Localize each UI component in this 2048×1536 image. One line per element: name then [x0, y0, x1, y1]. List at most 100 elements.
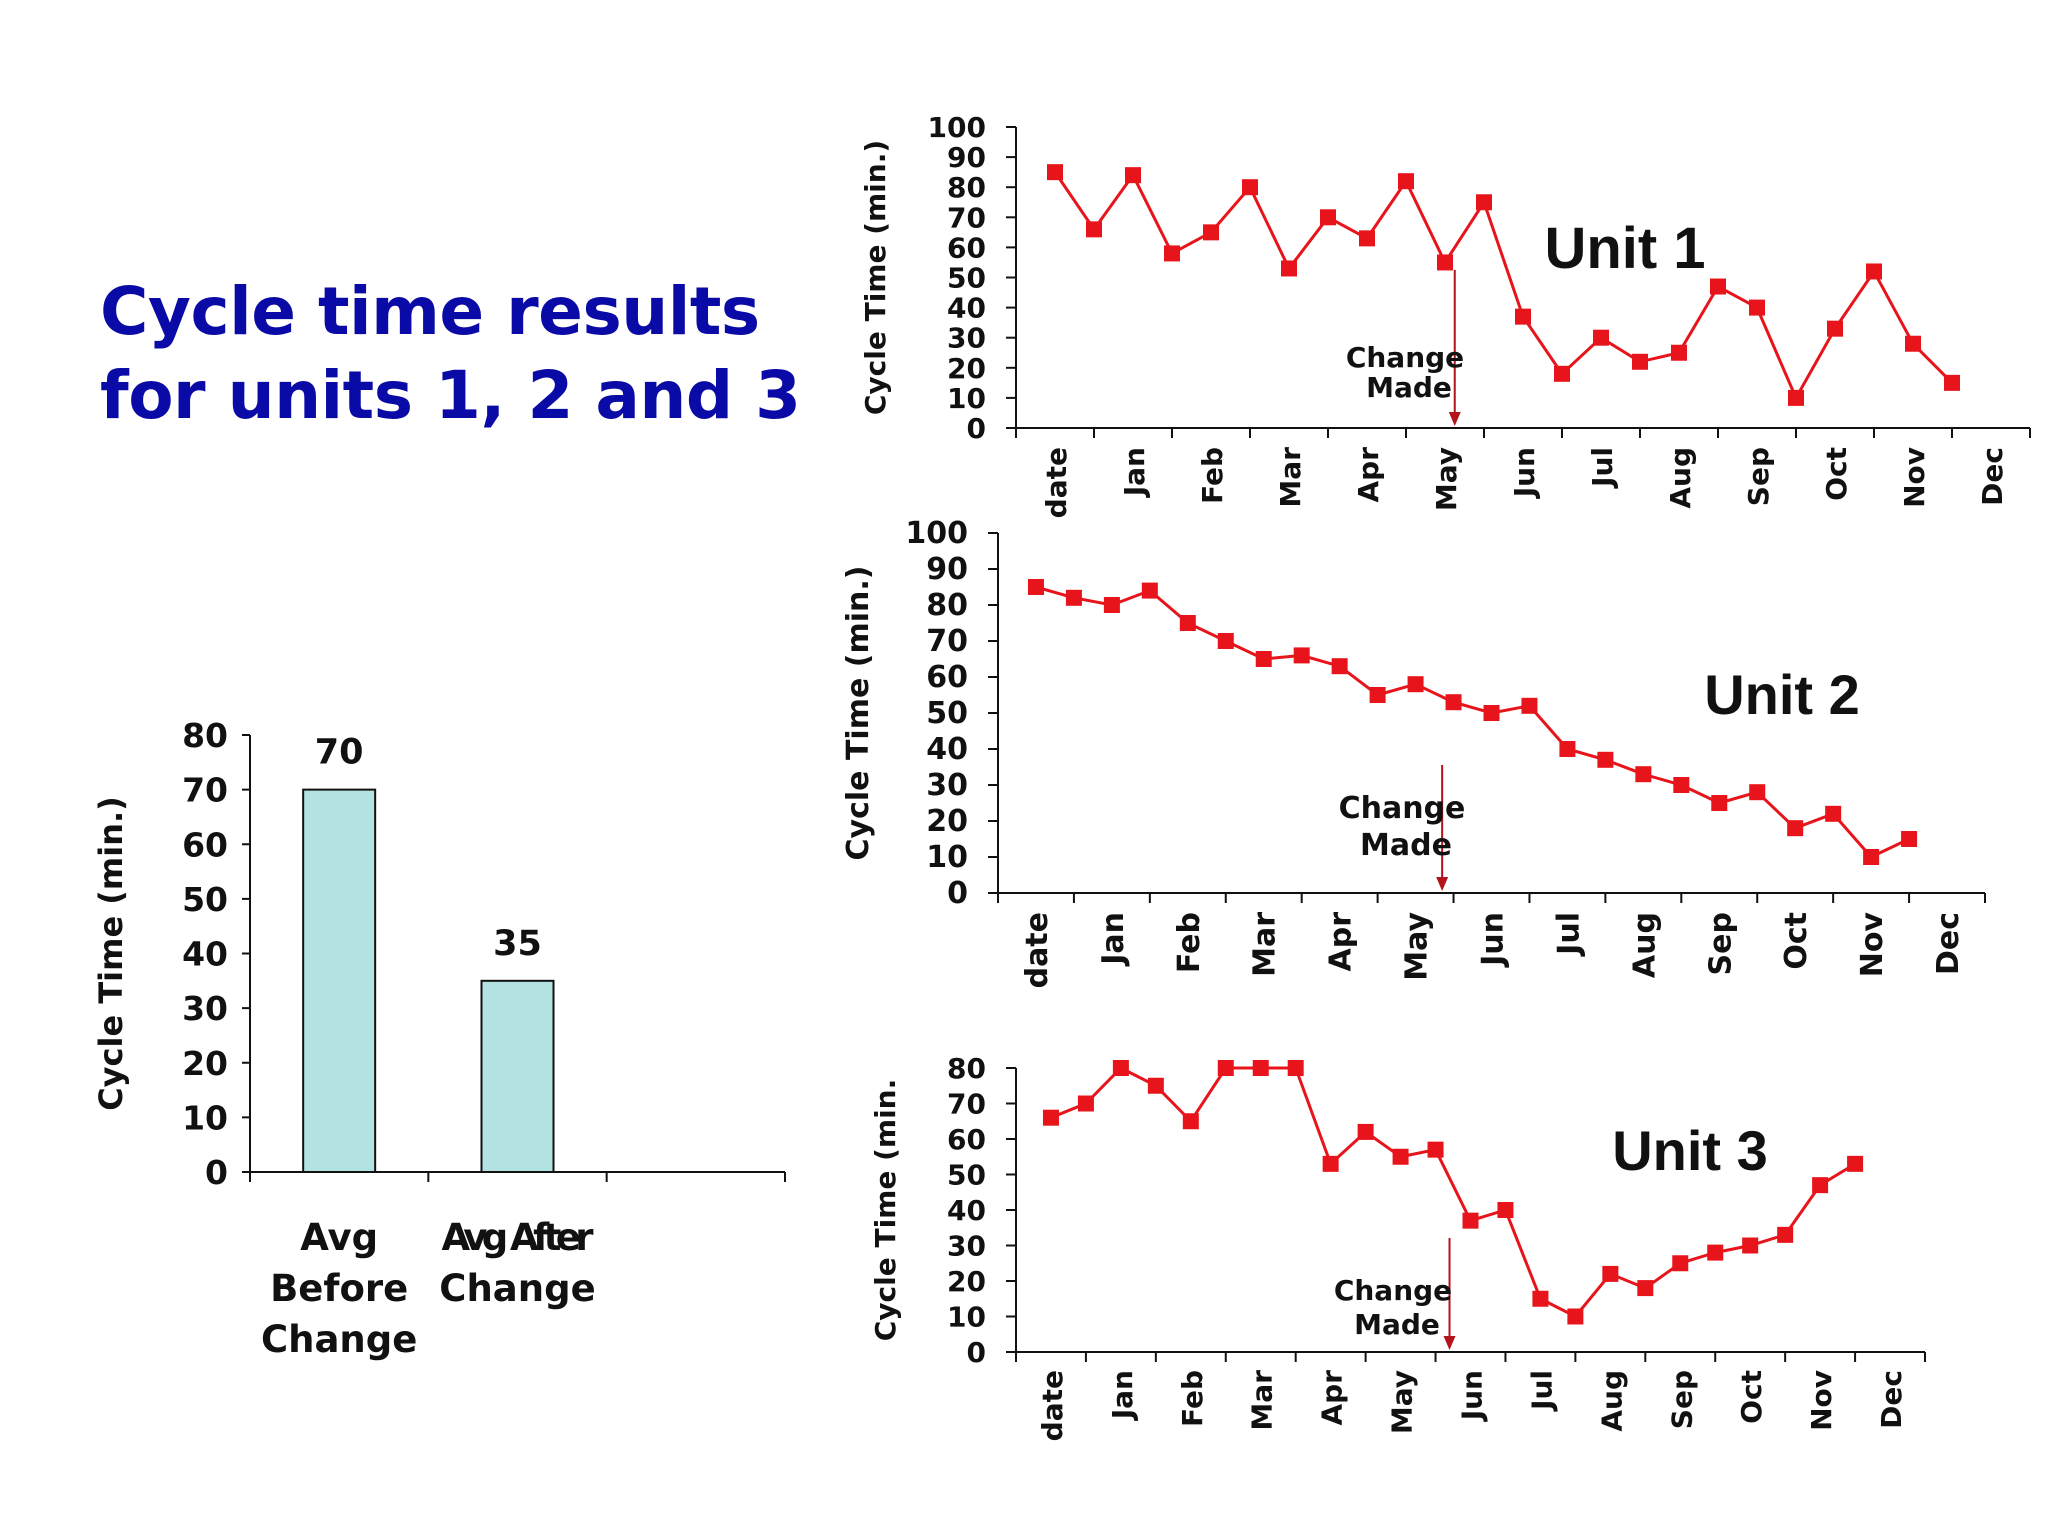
data-point [1827, 320, 1843, 337]
bar-value-label: 35 [493, 924, 542, 964]
y-tick-label: 70 [947, 1088, 986, 1121]
data-point [1322, 1155, 1339, 1172]
bar-category-label: Change [439, 1267, 595, 1310]
y-tick-label: 100 [905, 516, 968, 551]
unit-label: Unit 1 [1544, 216, 1705, 281]
data-point [1255, 651, 1272, 667]
x-tick-label: Aug [1595, 1370, 1628, 1432]
data-point [1847, 1155, 1864, 1172]
data-point [1103, 597, 1120, 613]
x-tick-label: Mar [1248, 912, 1283, 977]
y-tick-label: 50 [926, 696, 968, 731]
data-point [1825, 805, 1842, 822]
bar [302, 788, 377, 1173]
data-point [1637, 1280, 1654, 1297]
y-tick-label: 40 [926, 732, 968, 767]
x-tick-label: Mar [1274, 447, 1307, 508]
data-point [1707, 1244, 1724, 1261]
data-point [1217, 1060, 1234, 1076]
y-tick-label: 50 [947, 1159, 986, 1192]
y-tick-label: 100 [928, 111, 986, 144]
unit-label: Unit 3 [1612, 1119, 1768, 1182]
x-tick-label: Nov [1805, 1370, 1838, 1431]
data-point [1252, 1060, 1269, 1076]
bar-y-tick-label: 30 [182, 989, 228, 1028]
x-tick-label: Feb [1172, 912, 1207, 973]
data-point [1749, 784, 1766, 801]
x-tick-label: Mar [1246, 1370, 1279, 1431]
x-tick-label: Sep [1703, 912, 1738, 975]
y-tick-label: 0 [947, 876, 968, 911]
change-label: Change [1334, 1274, 1452, 1307]
y-tick-label: 60 [926, 660, 968, 695]
data-point [1112, 1060, 1129, 1076]
x-tick-label: Jun [1456, 1370, 1489, 1422]
data-point [1392, 1148, 1409, 1165]
x-tick-label: Oct [1820, 447, 1853, 501]
y-tick-label: 60 [947, 1123, 986, 1156]
data-point [1777, 1226, 1794, 1243]
x-tick-label: Dec [1976, 447, 2009, 506]
y-tick-label: 20 [926, 804, 968, 839]
y-tick-label: 90 [947, 141, 986, 174]
x-tick-label: Oct [1779, 912, 1814, 970]
change-label: Change [1339, 791, 1466, 826]
y-tick-label: 30 [926, 768, 968, 803]
x-tick-label: Jan [1096, 912, 1131, 967]
data-point [1179, 615, 1196, 631]
data-point [1497, 1202, 1514, 1218]
bar-y-axis-label: Cycle Time (min.) [92, 796, 130, 1111]
x-tick-label: Dec [1875, 1370, 1908, 1429]
y-tick-label: 70 [926, 624, 968, 659]
x-tick-label: Jun [1508, 447, 1541, 499]
slide-title-line-1: Cycle time results [100, 273, 760, 350]
y-tick-label: 40 [947, 1194, 986, 1227]
data-point [1141, 582, 1158, 599]
bar-chart: 0 10 20 30 40 50 60 70 80 Cycle Time (min.) 70 Avg B… [92, 716, 786, 1361]
y-tick-label: 0 [967, 1336, 986, 1369]
y-axis-label: Cycle Time (min.) [841, 566, 876, 861]
data-point [1711, 795, 1728, 811]
y-tick-label: 80 [926, 588, 968, 623]
x-tick-label: date [1040, 447, 1073, 518]
y-tick-label: 50 [947, 262, 986, 295]
data-point [1863, 849, 1880, 865]
data-point [1217, 633, 1234, 649]
y-tick-label: 80 [947, 171, 986, 204]
change-label: Made [1354, 1308, 1440, 1341]
change-label: Made [1366, 371, 1452, 404]
x-tick-label: Feb [1176, 1370, 1209, 1427]
x-tick-label: Sep [1665, 1370, 1698, 1429]
data-point [1742, 1237, 1759, 1254]
data-point [1164, 245, 1180, 262]
bar-category-label: Change [261, 1318, 417, 1361]
data-point [1427, 1141, 1444, 1158]
series-line [1053, 171, 1954, 402]
data-point [1476, 194, 1492, 211]
data-point [1788, 389, 1804, 406]
y-tick-label: 20 [947, 1265, 986, 1298]
data-point [1369, 687, 1386, 703]
data-point [1086, 221, 1102, 238]
x-tick-label: May [1400, 912, 1435, 981]
data-point [1359, 230, 1375, 247]
data-point [1672, 1255, 1689, 1272]
change-marker-arrowhead [1436, 877, 1449, 891]
change-marker-arrowhead [1448, 412, 1461, 426]
x-tick-label: Jan [1106, 1370, 1139, 1421]
y-tick-label: 30 [947, 1230, 986, 1263]
x-tick-label: Aug [1664, 447, 1697, 509]
bar-category-label: Before [270, 1267, 408, 1310]
data-point [1602, 1265, 1619, 1282]
data-point [1027, 579, 1044, 595]
unit-label: Unit 2 [1704, 663, 1860, 726]
data-point [1047, 164, 1063, 181]
y-tick-label: 80 [947, 1052, 986, 1085]
data-point [1293, 647, 1310, 664]
x-tick-label: date [1020, 912, 1055, 988]
x-tick-label: Apr [1352, 447, 1385, 503]
data-point [1749, 299, 1765, 316]
